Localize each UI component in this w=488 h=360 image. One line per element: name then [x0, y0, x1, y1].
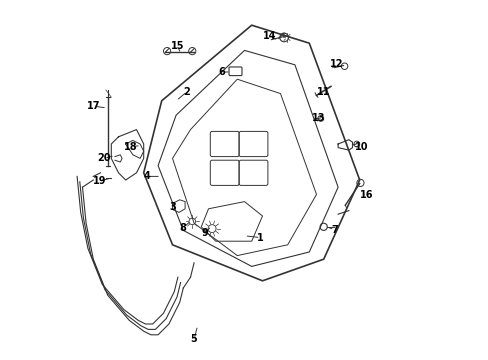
Text: 18: 18 [124, 142, 138, 152]
Text: 11: 11 [316, 87, 330, 97]
Text: 9: 9 [201, 228, 208, 238]
Text: 13: 13 [311, 113, 325, 123]
Text: 12: 12 [329, 59, 343, 69]
Text: 20: 20 [97, 153, 111, 163]
Text: 6: 6 [218, 67, 224, 77]
Text: 17: 17 [87, 101, 101, 111]
Text: 19: 19 [93, 176, 106, 186]
Text: 16: 16 [360, 190, 373, 200]
Text: 15: 15 [170, 41, 184, 51]
Text: 1: 1 [257, 233, 264, 243]
Text: 14: 14 [263, 31, 276, 41]
Text: 2: 2 [183, 87, 190, 97]
Text: 4: 4 [143, 171, 150, 181]
Text: 3: 3 [169, 202, 176, 212]
Text: 7: 7 [330, 225, 337, 235]
Text: 10: 10 [354, 141, 367, 152]
Text: 8: 8 [180, 222, 186, 233]
Text: 5: 5 [190, 334, 197, 344]
